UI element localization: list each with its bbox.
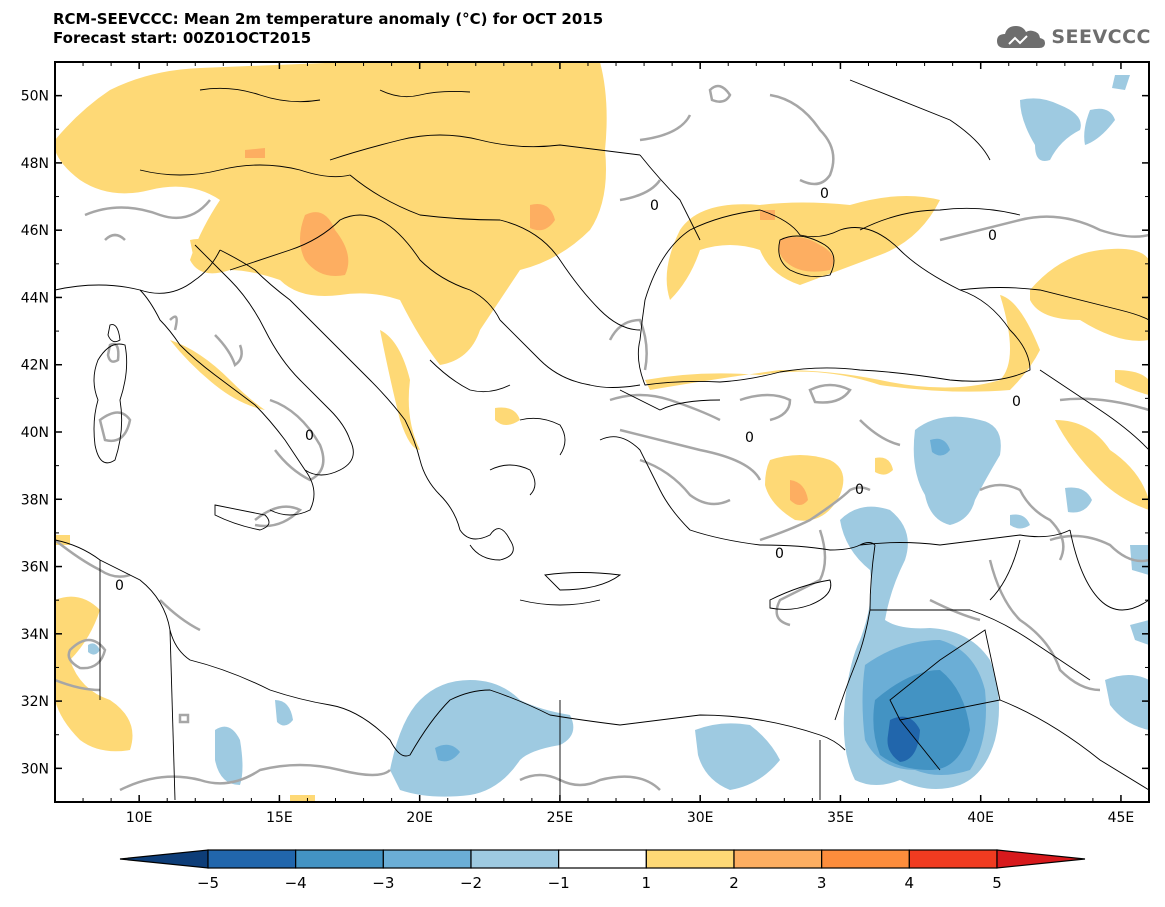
contour-labels: 0 0 0 0 0 0 0 0 0 bbox=[115, 186, 1021, 594]
contour-label: 0 bbox=[855, 482, 864, 498]
colorbar-extend-low bbox=[119, 849, 209, 869]
lon-tick-label: 10E bbox=[126, 810, 153, 826]
contour-label: 0 bbox=[820, 186, 829, 202]
colorbar-label: −5 bbox=[197, 874, 219, 892]
negative-anomaly-regions bbox=[88, 75, 1149, 797]
colorbar-label: 1 bbox=[642, 874, 652, 892]
contour-label: 0 bbox=[1012, 394, 1021, 410]
cloud-icon bbox=[997, 26, 1046, 48]
map-title: RCM-SEEVCCC: Mean 2m temperature anomaly… bbox=[53, 10, 604, 28]
lat-tick-label: 44N bbox=[21, 290, 49, 306]
title-block: RCM-SEEVCCC: Mean 2m temperature anomaly… bbox=[53, 10, 603, 48]
longitude-axis: 10E 15E 20E 25E 30E 35E 40E 45E bbox=[54, 62, 1150, 826]
colorbar-label: 3 bbox=[817, 874, 827, 892]
colorbar-segment bbox=[645, 849, 735, 869]
colorbar-segment bbox=[821, 849, 910, 869]
map-subtitle: Forecast start: 00Z01OCT2015 bbox=[53, 29, 312, 47]
colorbar-label: −3 bbox=[372, 874, 394, 892]
contour-label: 0 bbox=[650, 198, 659, 214]
contour-label: 0 bbox=[988, 228, 997, 244]
lon-tick-label: 35E bbox=[827, 810, 854, 826]
lat-tick-label: 32N bbox=[21, 694, 49, 710]
logo: SEEVCCC bbox=[995, 22, 1151, 52]
colorbar-segment bbox=[207, 849, 297, 869]
lon-tick-label: 30E bbox=[687, 810, 714, 826]
colorbar-segment bbox=[558, 849, 647, 869]
colorbar-segment bbox=[382, 849, 472, 869]
lon-tick-label: 45E bbox=[1108, 810, 1135, 826]
contour-label: 0 bbox=[305, 428, 314, 444]
contour-label: 0 bbox=[745, 430, 754, 446]
contour-label: 0 bbox=[115, 578, 124, 594]
lat-tick-label: 40N bbox=[21, 425, 49, 441]
contour-label: 0 bbox=[775, 546, 784, 562]
lat-tick-label: 34N bbox=[21, 627, 49, 643]
colorbar-segment bbox=[470, 849, 560, 869]
colorbar-segment bbox=[908, 849, 998, 869]
lon-tick-label: 20E bbox=[406, 810, 433, 826]
map-area: 0 0 0 0 0 0 0 0 0 bbox=[55, 62, 1149, 802]
lon-tick-label: 40E bbox=[967, 810, 994, 826]
colorbar-label: 2 bbox=[729, 874, 739, 892]
logo-text: SEEVCCC bbox=[1051, 26, 1151, 48]
colorbar-label: −4 bbox=[285, 874, 307, 892]
lat-tick-label: 48N bbox=[21, 156, 49, 172]
coastlines-borders bbox=[55, 79, 1149, 801]
lat-tick-label: 38N bbox=[21, 492, 49, 508]
lat-tick-label: 46N bbox=[21, 223, 49, 239]
colorbar-segment bbox=[295, 849, 384, 869]
colorbar-label: −2 bbox=[460, 874, 482, 892]
colorbar-label: 4 bbox=[905, 874, 915, 892]
lat-tick-label: 36N bbox=[21, 560, 49, 576]
latitude-axis: 30N 32N 34N 36N 38N 40N 42N 44N 46N 48N 50N bbox=[21, 61, 1149, 803]
zero-contours bbox=[55, 84, 1149, 792]
colorbar-label: −1 bbox=[548, 874, 570, 892]
lat-tick-label: 42N bbox=[21, 358, 49, 374]
lat-tick-label: 30N bbox=[21, 761, 49, 777]
colorbar-segment bbox=[733, 849, 823, 869]
colorbar: −5 −4 −3 −2 −1 1 2 3 4 5 bbox=[119, 849, 1086, 892]
lon-tick-label: 25E bbox=[547, 810, 574, 826]
lon-tick-label: 15E bbox=[266, 810, 293, 826]
colorbar-label: 5 bbox=[992, 874, 1002, 892]
colorbar-extend-high bbox=[996, 849, 1086, 869]
lat-tick-label: 50N bbox=[21, 89, 49, 105]
